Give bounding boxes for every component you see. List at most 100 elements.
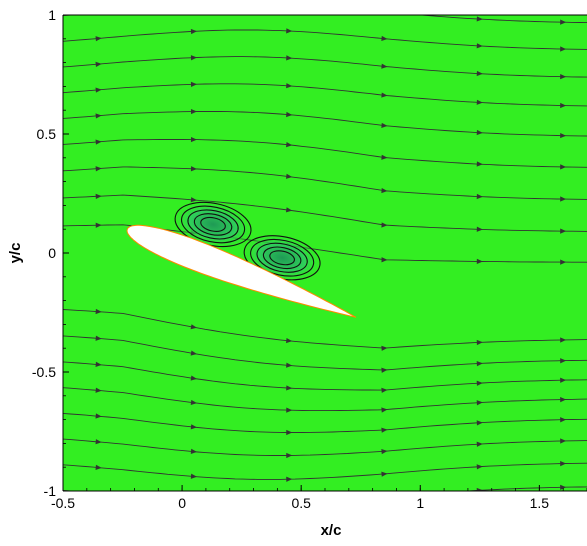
streamline <box>63 335 587 371</box>
x-axis-label: x/c <box>321 522 342 539</box>
streamline-arrow <box>476 16 483 22</box>
streamline-arrow <box>285 207 293 213</box>
streamline-arrow <box>285 173 293 179</box>
streamline-arrow <box>190 166 197 172</box>
streamline <box>63 29 587 50</box>
y-tick-label: 1 <box>48 7 56 23</box>
streamline-arrow <box>381 187 388 194</box>
streamline-arrow <box>286 142 293 148</box>
streamline-arrow <box>190 350 197 356</box>
streamline-arrow <box>286 476 293 482</box>
separation-vortices <box>171 199 324 283</box>
streamline-arrow <box>476 70 483 77</box>
streamline-arrow <box>191 3 197 8</box>
streamline-arrow <box>286 83 293 89</box>
streamline-arrow <box>95 308 102 315</box>
streamline-arrow <box>286 385 293 391</box>
streamline-arrow <box>190 473 197 479</box>
streamline-arrow <box>476 400 483 406</box>
streamline-arrow <box>95 87 102 93</box>
streamline-arrow <box>286 55 293 61</box>
streamline-arrow <box>560 132 567 139</box>
streamline-arrow <box>476 99 483 105</box>
streamline-arrow <box>95 61 102 67</box>
streamline-arrow <box>560 196 567 202</box>
streamline <box>63 438 587 456</box>
y-tick-label: -1 <box>44 483 57 499</box>
streamline-arrow <box>381 257 388 263</box>
streamline-arrow <box>95 361 102 367</box>
streamline <box>63 56 587 78</box>
streamline-arrow <box>286 337 293 344</box>
streamline-arrow <box>560 417 567 423</box>
streamline-arrow <box>191 499 197 504</box>
streamline-arrow <box>190 399 197 406</box>
streamline-arrow <box>95 335 102 341</box>
streamline-arrow <box>476 361 483 367</box>
x-tick-label: -0.5 <box>51 495 75 511</box>
streamline-arrow <box>476 226 483 232</box>
streamline-arrow <box>381 448 388 455</box>
x-tick-label: 0 <box>178 495 186 511</box>
streamline-arrow <box>381 345 388 351</box>
streamline-arrow <box>381 471 388 477</box>
streamline-arrow <box>286 452 293 459</box>
streamline-arrow <box>190 375 197 381</box>
streamline-arrow <box>560 438 567 444</box>
streamline-arrow <box>95 139 102 145</box>
streamline <box>63 412 587 433</box>
y-tick-label: 0.5 <box>37 126 57 142</box>
streamline-arrow <box>381 427 388 433</box>
streamline-arrow <box>286 429 293 436</box>
streamline-arrow <box>381 154 388 160</box>
streamline-arrow <box>381 222 388 228</box>
streamline-arrow <box>381 367 388 373</box>
streamline-arrow <box>190 28 197 35</box>
x-tick-label: 1 <box>416 495 424 511</box>
streamline-arrow <box>190 81 197 87</box>
streamline-arrow <box>560 164 567 170</box>
streamline-arrow <box>286 28 293 34</box>
streamline <box>63 110 587 137</box>
streamline-arrow <box>476 420 483 426</box>
streamline-arrow <box>476 258 483 264</box>
streamline <box>63 486 587 491</box>
streamline <box>63 139 587 168</box>
streamline <box>63 194 587 232</box>
streamline-arrow <box>560 102 567 109</box>
y-axis-label: y/c <box>7 243 24 264</box>
streamline-arrow <box>190 324 197 330</box>
streamline <box>63 462 587 480</box>
streamline-arrow <box>560 377 567 383</box>
plot-background <box>63 15 587 491</box>
streamline-arrow <box>381 387 388 393</box>
streamline-arrow <box>95 113 102 119</box>
streamline-arrow <box>381 63 388 69</box>
streamline <box>63 83 587 107</box>
streamline-arrow <box>381 407 388 413</box>
streamline-arrow <box>476 43 483 49</box>
x-tick-label: 1.5 <box>530 495 550 511</box>
streamline-arrow <box>190 136 197 143</box>
streamline-arrow <box>95 193 102 199</box>
streamline-arrow <box>560 74 567 80</box>
streamline-arrow <box>476 464 483 470</box>
streamline-arrow <box>286 111 293 118</box>
x-axis-ticks: -0.5 0 0.5 1 1.5 <box>51 485 587 511</box>
streamline-arrow <box>476 339 483 346</box>
streamline-arrow <box>95 413 102 419</box>
streamline-arrow <box>560 397 567 403</box>
streamline-arrow <box>476 487 483 491</box>
streamline-arrow <box>95 36 102 42</box>
streamline-arrow <box>381 9 387 14</box>
streamline-arrow <box>560 484 567 490</box>
streamline-arrow <box>286 362 293 368</box>
streamline-arrow <box>95 166 102 172</box>
streamline-arrow <box>95 439 102 445</box>
streamline-arrow <box>286 407 293 413</box>
streamline-arrow <box>476 193 483 200</box>
streamline <box>63 166 587 200</box>
streamline-arrow <box>560 46 567 52</box>
